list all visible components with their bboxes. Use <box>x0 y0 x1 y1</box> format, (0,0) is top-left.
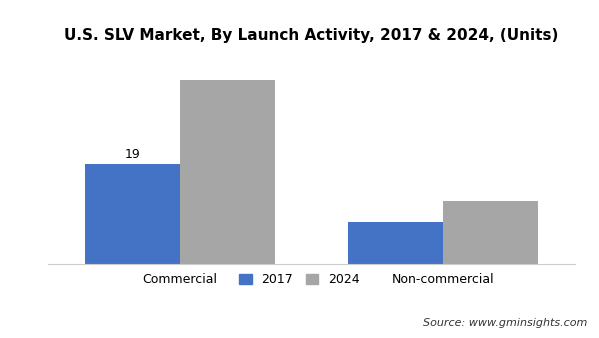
Title: U.S. SLV Market, By Launch Activity, 2017 & 2024, (Units): U.S. SLV Market, By Launch Activity, 201… <box>64 28 559 43</box>
Bar <box>349 222 443 264</box>
Legend: 2017, 2024: 2017, 2024 <box>234 268 365 291</box>
Bar <box>180 80 274 264</box>
Bar <box>85 164 180 264</box>
Text: Source: www.gminsights.com: Source: www.gminsights.com <box>423 318 587 328</box>
Text: 19: 19 <box>125 148 140 162</box>
Bar <box>443 201 538 264</box>
